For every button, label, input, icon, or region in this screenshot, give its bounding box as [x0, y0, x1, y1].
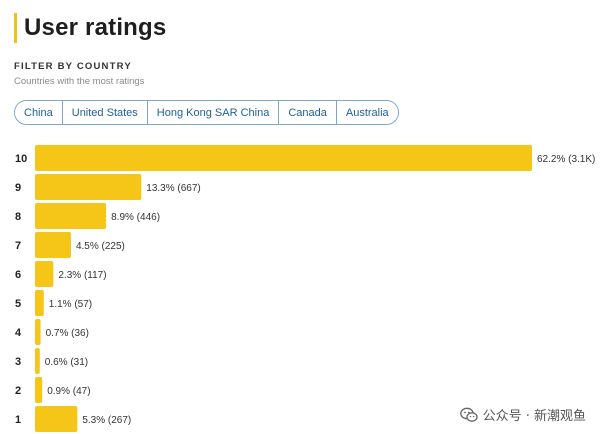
rating-label: 9 [15, 182, 21, 194]
rating-label: 10 [15, 153, 27, 165]
rating-value-label: 0.7% (36) [46, 328, 89, 339]
rating-value-label: 2.3% (117) [58, 270, 106, 281]
rating-bar[interactable] [35, 319, 41, 345]
country-filter-canada[interactable]: Canada [278, 101, 336, 124]
rating-value-label: 62.2% (3.1K) [537, 154, 595, 165]
rating-bar[interactable] [35, 145, 532, 171]
rating-value-label: 0.6% (31) [45, 357, 88, 368]
filter-heading: FILTER BY COUNTRY [14, 61, 132, 72]
rating-value-label: 13.3% (667) [146, 183, 200, 194]
title-accent-bar [14, 13, 17, 43]
country-filter-china[interactable]: China [15, 101, 62, 124]
ratings-bar-chart: 10 62.2% (3.1K) 9 13.3% (667) 8 8.9% (446) 7 4.… [15, 145, 595, 432]
rating-value-label: 0.9% (47) [47, 386, 90, 397]
watermark-text: 公众号 · 新潮观鱼 [482, 409, 586, 424]
rating-value-label: 5.3% (267) [82, 415, 131, 426]
country-filter-australia[interactable]: Australia [335, 101, 398, 124]
watermark: 公众号 · 新潮观鱼 [459, 405, 586, 424]
rating-label: 7 [15, 240, 21, 252]
page-header: User ratings [14, 12, 166, 44]
rating-label: 4 [15, 327, 22, 339]
rating-bar[interactable] [35, 377, 43, 403]
rating-bar[interactable] [35, 406, 78, 432]
rating-label: 3 [15, 356, 21, 368]
rating-bar[interactable] [35, 290, 44, 316]
rating-label: 8 [15, 211, 21, 223]
filter-subtitle: Countries with the most ratings [14, 76, 145, 87]
country-filter-united-states[interactable]: United States [61, 101, 147, 124]
page-title: User ratings [24, 14, 167, 41]
country-filter-hong-kong[interactable]: Hong Kong SAR China [146, 101, 279, 124]
rating-bar[interactable] [35, 261, 54, 287]
country-filter-group: China United States Hong Kong SAR China … [14, 100, 399, 125]
rating-value-label: 8.9% (446) [111, 212, 160, 223]
rating-bar[interactable] [35, 174, 142, 200]
rating-label: 6 [15, 269, 21, 281]
wechat-icon [459, 407, 478, 422]
rating-value-label: 4.5% (225) [76, 241, 125, 252]
rating-value-label: 1.1% (57) [49, 299, 92, 310]
rating-bar[interactable] [35, 232, 71, 258]
rating-bar[interactable] [35, 203, 107, 229]
rating-label: 5 [15, 298, 21, 310]
rating-label: 2 [15, 385, 21, 397]
rating-label: 1 [15, 414, 21, 426]
rating-bar[interactable] [35, 348, 40, 374]
